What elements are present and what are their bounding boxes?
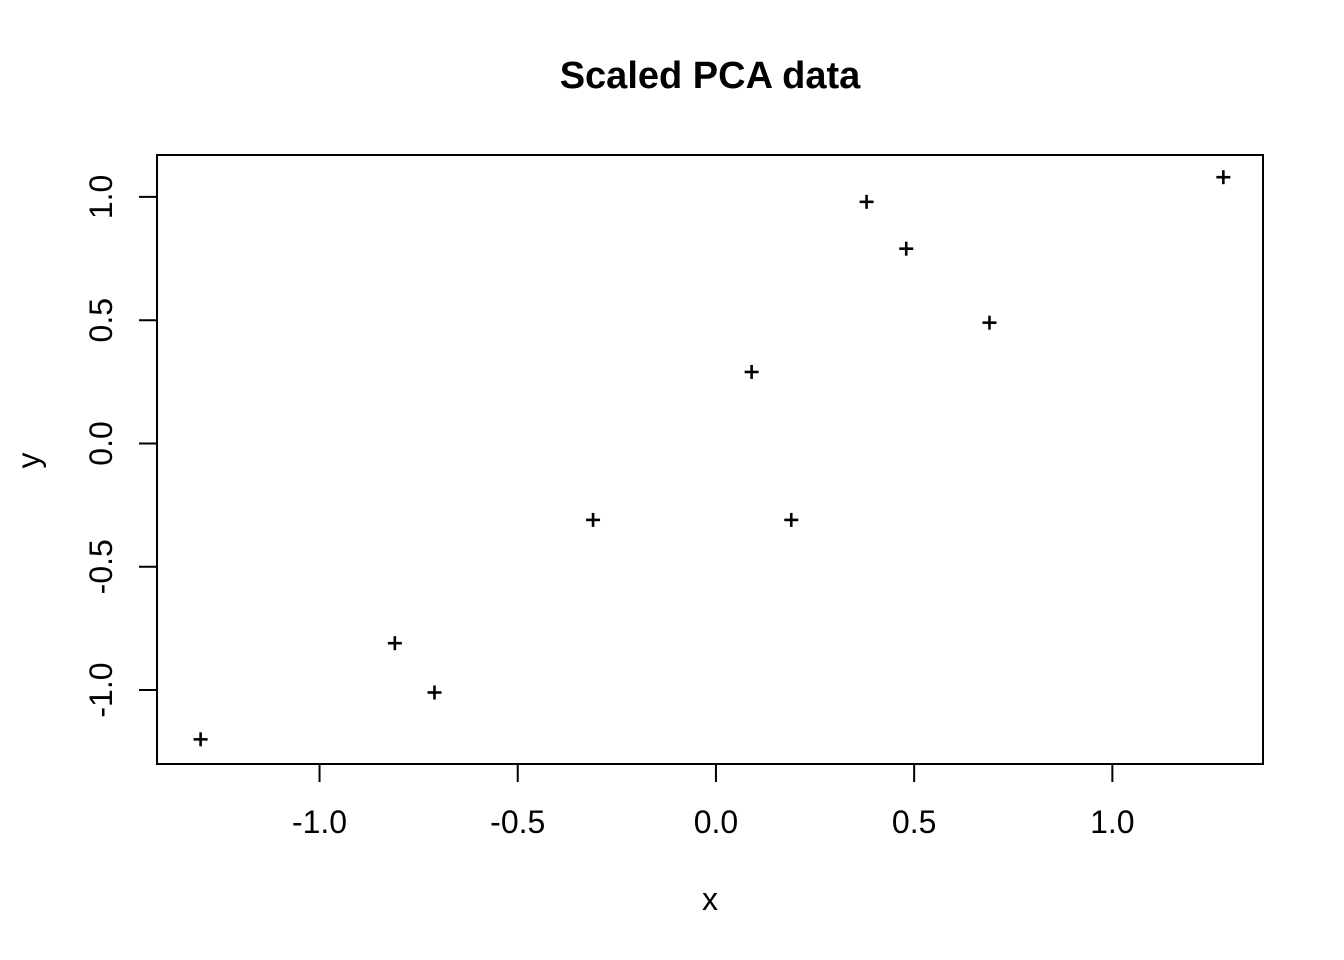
y-axis-label: y	[10, 452, 47, 469]
plot-border-box	[156, 154, 1264, 765]
x-tick-label: 1.0	[1090, 804, 1134, 840]
y-tick-label: -1.0	[83, 662, 119, 717]
y-tick-label: 0.5	[83, 298, 119, 342]
x-tick-label: 0.5	[892, 804, 936, 840]
x-tick-label: -0.5	[490, 804, 545, 840]
chart-title: Scaled PCA data	[559, 55, 861, 97]
x-tick-label: 0.0	[694, 804, 738, 840]
x-tick-label: -1.0	[292, 804, 347, 840]
y-tick-label: 1.0	[83, 175, 119, 219]
y-tick-label: 0.0	[83, 421, 119, 465]
y-tick-label: -0.5	[83, 539, 119, 594]
x-axis-label: x	[702, 881, 718, 917]
